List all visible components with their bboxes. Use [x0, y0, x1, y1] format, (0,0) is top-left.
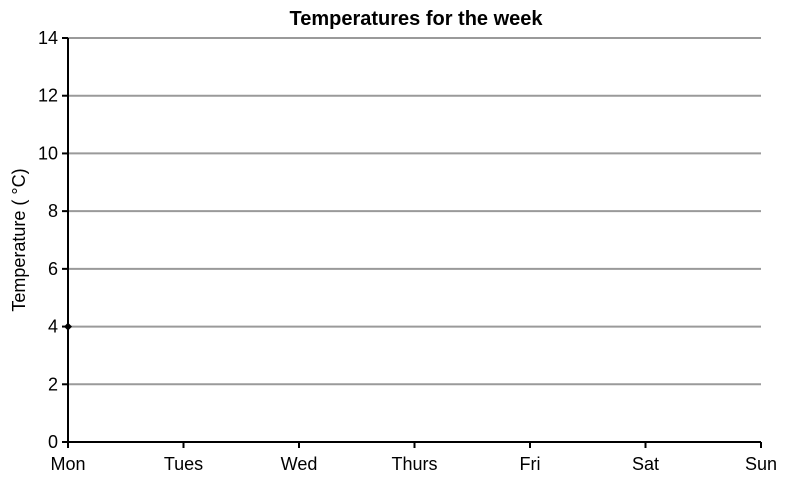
x-tick-label: Wed: [281, 454, 318, 474]
axes: [62, 38, 761, 443]
data-marks: [64, 322, 72, 331]
y-tick-label: 6: [48, 259, 58, 279]
x-tick-label: Sat: [632, 454, 659, 474]
data-point-mon: [64, 322, 72, 331]
y-tick-label: 14: [38, 28, 58, 48]
y-tick-label: 12: [38, 86, 58, 106]
y-tick-label: 4: [48, 317, 58, 337]
x-tick-label: Tues: [164, 454, 203, 474]
x-tick-label: Mon: [50, 454, 85, 474]
y-tick-label: 0: [48, 432, 58, 452]
y-tick-label: 10: [38, 143, 58, 163]
chart-title: Temperatures for the week: [289, 8, 543, 30]
y-tick-label: 8: [48, 201, 58, 221]
y-axis-label: Temperature ( °C): [9, 168, 29, 311]
ticks: 0 2 4 6 8 10 12 14 Mon Tues Wed Thurs Fri Sat Sun: [38, 28, 777, 474]
x-tick-label: Thurs: [391, 454, 437, 474]
x-tick-label: Fri: [520, 454, 541, 474]
x-tick-label: Sun: [745, 454, 777, 474]
y-tick-label: 2: [48, 374, 58, 394]
gridlines: [68, 37, 761, 386]
